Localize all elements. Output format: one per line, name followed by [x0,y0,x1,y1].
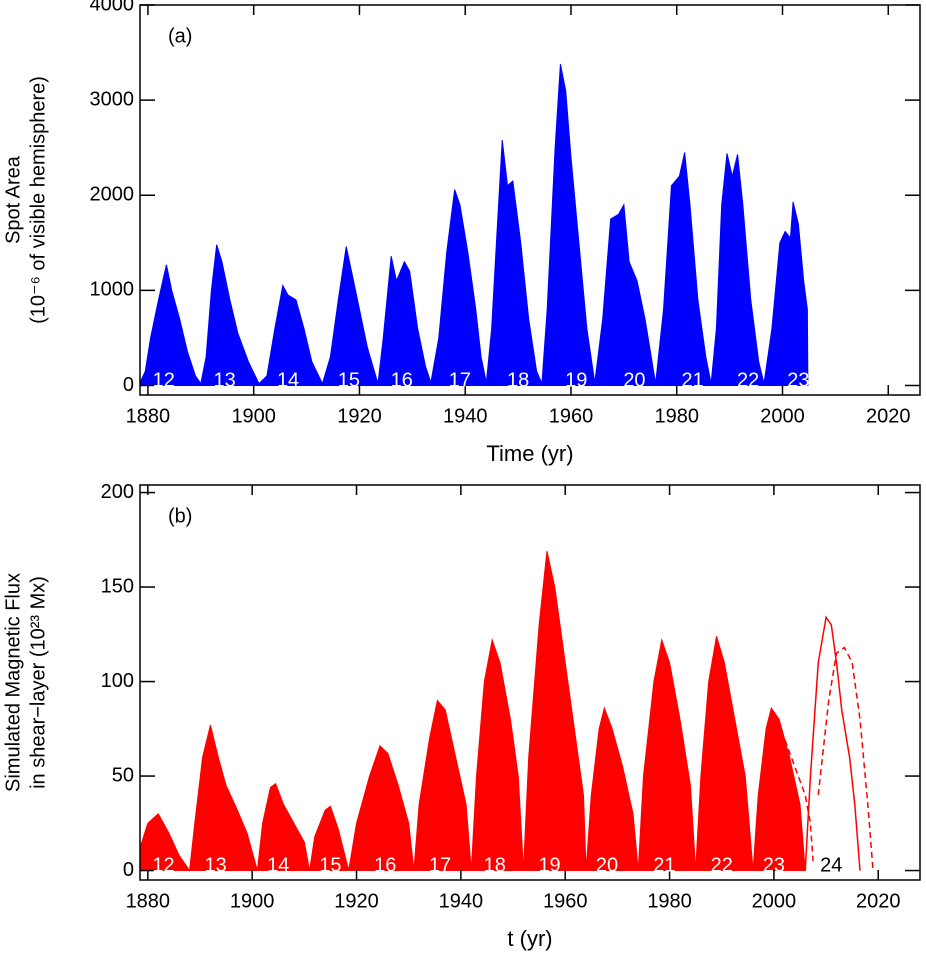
area [139,551,806,872]
x-tick-label: 1900 [231,405,276,427]
cycle-label: 16 [374,854,396,876]
x-tick-label: 1980 [647,890,692,912]
cycle-label: 22 [737,369,759,391]
plot-frame [139,4,921,396]
cycle-label: 15 [338,369,360,391]
cycle-label: 13 [205,854,227,876]
y-tick-label: 200 [101,481,134,503]
x-tick-label: 1880 [126,405,171,427]
x-tick-label: 1920 [337,405,382,427]
x-tick-label: 1980 [654,405,699,427]
x-tick-label: 2000 [752,890,797,912]
cycle-label: 24 [820,854,842,876]
y-axis-label: in shear−layer (10²³ Mx) [27,576,49,789]
cycle-label: 22 [711,854,733,876]
x-tick-label: 1960 [543,890,588,912]
panel-label: (a) [168,25,192,47]
cycle-label: 12 [152,854,174,876]
x-tick-label: 1940 [443,405,488,427]
cycle-label: 14 [267,854,289,876]
y-axis-label: (10⁻⁶ of visible hemisphere) [27,76,49,324]
x-tick-label: 2020 [856,890,901,912]
y-tick-label: 3000 [90,88,135,110]
cycle-label: 21 [653,854,675,876]
cycle-label: 23 [763,854,785,876]
x-tick-label: 1920 [334,890,379,912]
panel-label: (b) [168,505,192,527]
forecast-line [773,646,874,871]
cycle-label: 13 [213,369,235,391]
cycle-label: 20 [623,369,645,391]
x-axis-label: t (yr) [507,926,552,951]
plot-frame [139,484,921,881]
y-tick-label: 0 [123,374,134,396]
cycle-label: 17 [429,854,451,876]
x-tick-label: 1880 [126,890,171,912]
cycle-label: 23 [787,369,809,391]
y-axis-label: Spot Area [2,155,24,244]
cycle-label: 17 [449,369,471,391]
cycle-label: 15 [319,854,341,876]
x-tick-label: 1900 [230,890,275,912]
cycle-label: 18 [484,854,506,876]
y-tick-label: 1000 [90,279,135,301]
x-tick-label: 2000 [760,405,805,427]
cycle-label: 19 [565,369,587,391]
x-tick-label: 2020 [866,405,911,427]
cycle-label: 14 [277,369,299,391]
cycle-label: 20 [596,854,618,876]
y-axis-label: Simulated Magnetic Flux [2,573,24,792]
y-tick-label: 150 [101,575,134,597]
cycle-label: 16 [391,369,413,391]
y-tick-label: 2000 [90,184,135,206]
y-tick-label: 100 [101,670,134,692]
cycle-label: 12 [153,369,175,391]
area [139,63,809,386]
cycle-label: 19 [538,854,560,876]
y-tick-label: 0 [123,859,134,881]
cycle-label: 18 [507,369,529,391]
x-axis-label: Time (yr) [486,441,573,466]
x-tick-label: 1940 [439,890,484,912]
x-tick-label: 1960 [549,405,594,427]
cycle-label: 21 [681,369,703,391]
y-tick-label: 50 [112,764,134,786]
forecast-line [804,615,861,871]
y-tick-label: 4000 [90,0,135,15]
